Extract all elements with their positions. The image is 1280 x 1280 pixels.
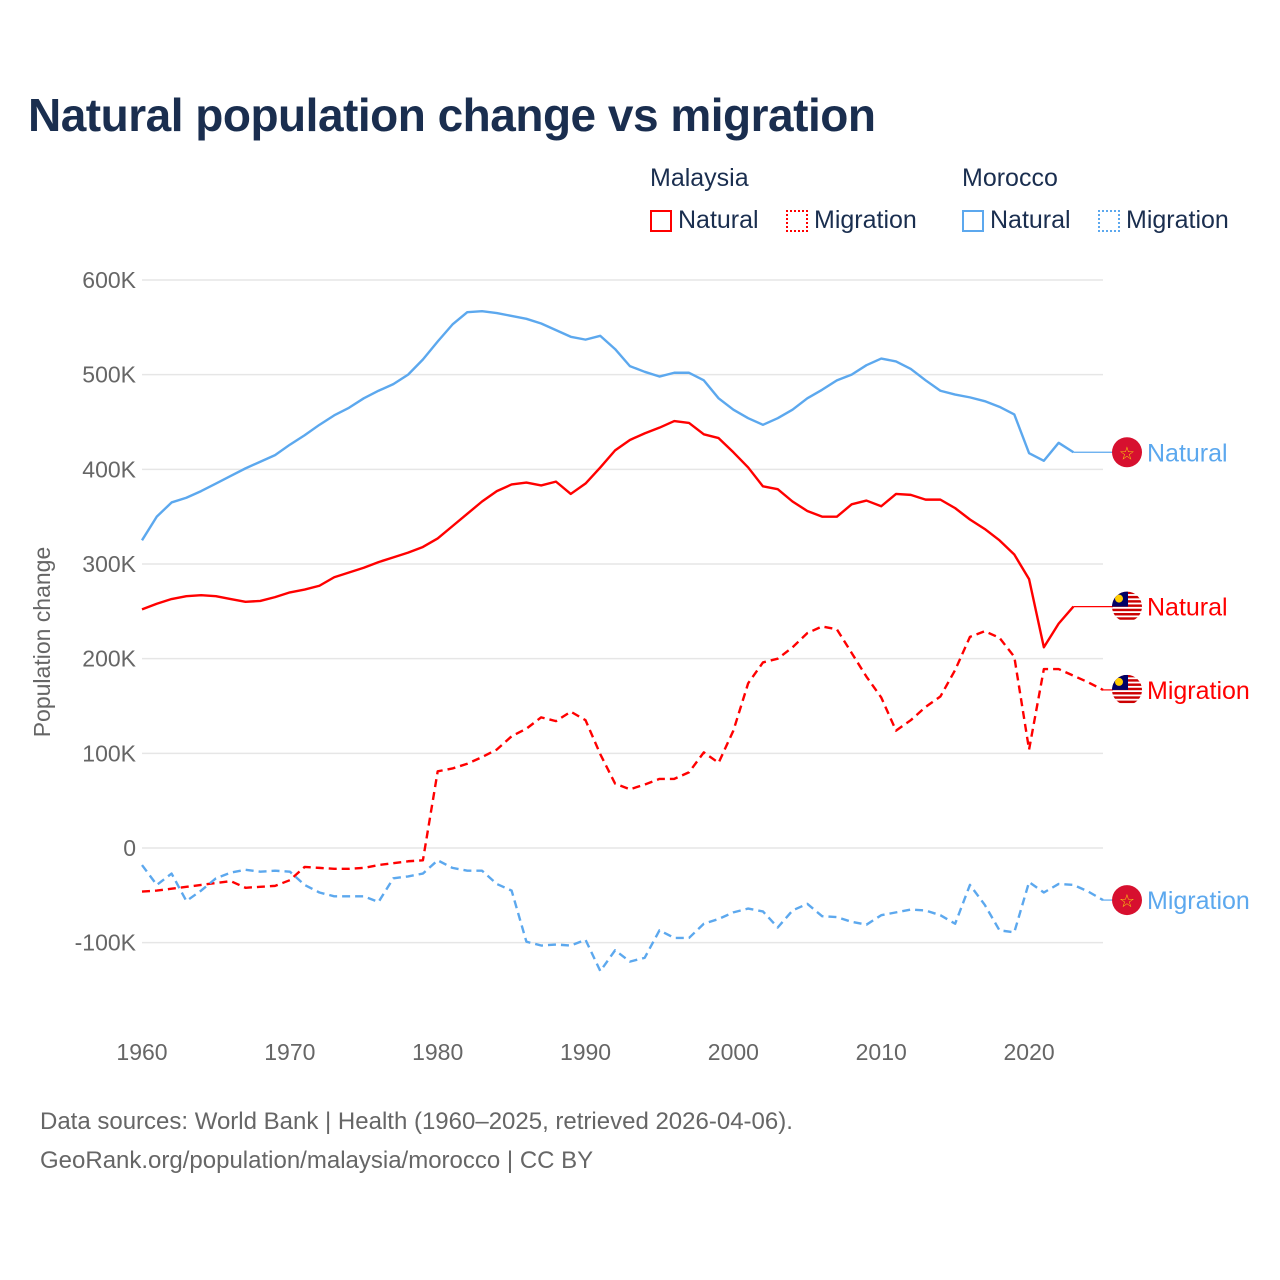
y-tick-label: 100K — [82, 740, 136, 766]
series-line-morocco-migration — [141, 859, 1104, 973]
footer-source: Data sources: World Bank | Health (1960–… — [40, 1108, 793, 1135]
series-end-label: Natural — [1147, 594, 1228, 622]
legend-label: Migration — [1126, 206, 1229, 234]
series-line-malaysia-natural — [141, 419, 1075, 649]
y-tick-label: 500K — [82, 362, 136, 388]
series-line-morocco-natural — [140, 310, 1075, 541]
y-tick-label: 200K — [82, 646, 136, 672]
star-icon: ☆ — [1119, 443, 1135, 463]
y-tick-label: 600K — [82, 267, 136, 293]
x-tick-label: 2000 — [708, 1039, 759, 1065]
y-tick-label: 300K — [82, 551, 136, 577]
footer-attribution: GeoRank.org/population/malaysia/morocco … — [40, 1147, 594, 1174]
y-tick-label: 400K — [82, 456, 136, 482]
legend-morocco-migration[interactable]: Migration — [1098, 206, 1229, 235]
series-end-label: Migration — [1147, 887, 1250, 915]
legend-malaysia-natural[interactable]: Natural — [650, 206, 759, 235]
legend-swatch-solid — [650, 209, 672, 232]
x-tick-label: 2020 — [1003, 1039, 1054, 1065]
series-line-malaysia-migration — [141, 625, 1104, 893]
legend-swatch-dotted — [1098, 209, 1120, 232]
legend-swatch-solid — [962, 209, 984, 232]
y-tick-label: 0 — [123, 835, 136, 861]
legend-morocco-natural[interactable]: Natural — [962, 206, 1071, 235]
x-tick-label: 1990 — [560, 1039, 611, 1065]
legend-group-malaysia: Malaysia — [650, 164, 749, 192]
morocco-flag-icon — [1112, 437, 1142, 468]
series-end-label: Migration — [1147, 677, 1250, 705]
legend-label: Migration — [814, 206, 917, 234]
legend-malaysia-migration[interactable]: Migration — [786, 206, 917, 235]
legend-swatch-dotted — [786, 209, 808, 232]
x-tick-label: 1980 — [412, 1039, 463, 1065]
y-axis-label: Population change — [29, 547, 55, 738]
star-icon: ☆ — [1119, 891, 1135, 911]
malaysia-flag-icon — [1112, 591, 1142, 620]
malaysia-flag-icon — [1112, 674, 1142, 704]
legend-label: Natural — [990, 206, 1071, 234]
legend-group-morocco: Morocco — [962, 164, 1058, 192]
legend-label: Natural — [678, 206, 759, 234]
morocco-flag-icon — [1112, 885, 1142, 916]
y-tick-label: -100K — [75, 930, 137, 956]
x-tick-label: 2010 — [856, 1039, 907, 1065]
chart-title: Natural population change vs migration — [28, 89, 876, 141]
series-end-label: Natural — [1147, 439, 1228, 467]
x-tick-label: 1970 — [264, 1039, 315, 1065]
x-tick-label: 1960 — [116, 1039, 167, 1065]
